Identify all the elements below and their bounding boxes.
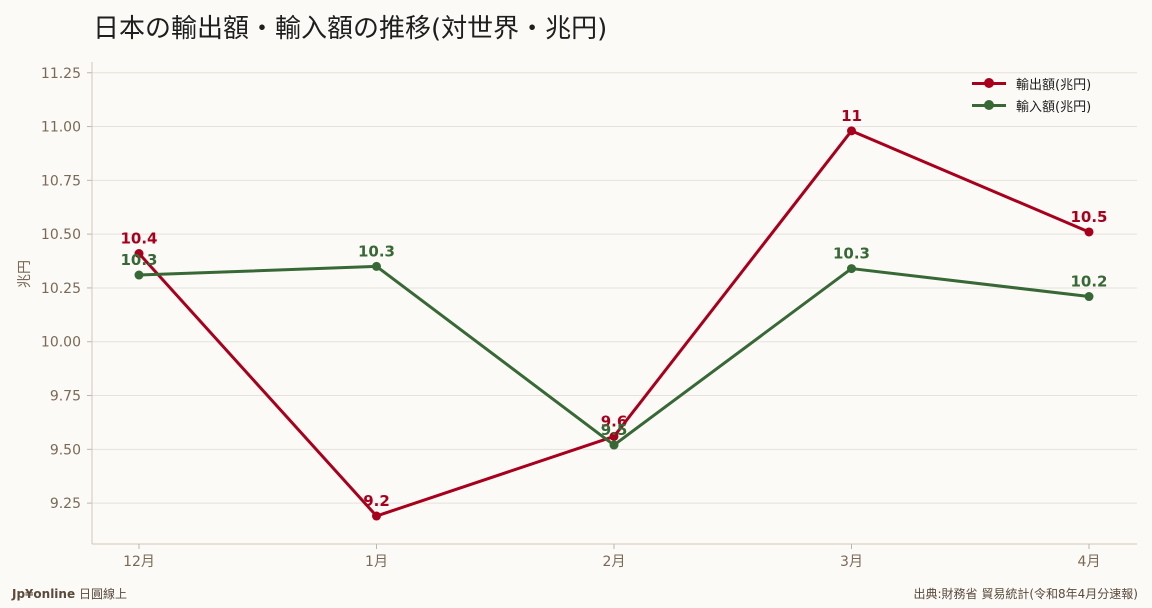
y-tick-label-3: 10.00 bbox=[41, 335, 81, 351]
data-point-s1-2 bbox=[609, 440, 619, 450]
data-label-s0-1: 9.2 bbox=[363, 492, 390, 510]
data-point-s0-3 bbox=[847, 126, 856, 136]
data-label-s1-3: 10.3 bbox=[833, 245, 870, 263]
footer-brand: Jp¥online 日圓線上 bbox=[12, 585, 127, 602]
y-tick-label-8: 11.25 bbox=[41, 66, 81, 82]
legend-item-export: 輸出額(兆円) bbox=[972, 72, 1091, 94]
footer-source: 出典:財務省 貿易統計(令和8年4月分速報) bbox=[913, 587, 1139, 601]
data-label-s0-4: 10.5 bbox=[1070, 208, 1107, 226]
y-tick-label-7: 11.00 bbox=[41, 120, 81, 136]
data-label-s1-2: 9.5 bbox=[601, 421, 628, 439]
legend-label-export: 輸出額(兆円) bbox=[1016, 77, 1092, 93]
y-tick-label-6: 10.75 bbox=[41, 173, 81, 189]
axes bbox=[91, 62, 1137, 545]
y-tick-label-1: 9.50 bbox=[50, 442, 81, 458]
chart-title: 日本の輸出額・輸入額の推移(対世界・兆円) bbox=[93, 14, 608, 44]
x-tick-label-1: 1月 bbox=[365, 554, 388, 570]
x-tick-label-2: 2月 bbox=[603, 554, 626, 570]
data-labels: 10.4 9.2 9.6 11 10.5 10.3 10.3 9.5 10.3 10.2 bbox=[120, 107, 1107, 510]
data-point-s1-3 bbox=[847, 264, 856, 274]
legend-swatch-import bbox=[972, 98, 1006, 112]
y-tick-label-4: 10.25 bbox=[41, 281, 81, 297]
data-label-s1-4: 10.2 bbox=[1070, 273, 1107, 291]
y-tick-labels: 9.25 9.50 9.75 10.00 10.25 10.50 10.75 11.00 11.… bbox=[41, 66, 81, 512]
legend: 輸出額(兆円) 輸入額(兆円) bbox=[972, 72, 1091, 116]
data-label-s0-2: 9.6 bbox=[601, 412, 628, 430]
brand-name: Jp¥online bbox=[12, 587, 76, 601]
series-layer bbox=[134, 126, 1094, 521]
x-tick-label-3: 3月 bbox=[840, 554, 863, 570]
legend-item-import: 輸入額(兆円) bbox=[972, 94, 1091, 116]
data-label-s1-0: 10.3 bbox=[120, 251, 157, 269]
brand-subtitle: 日圓線上 bbox=[78, 587, 127, 601]
data-point-s1-0 bbox=[134, 270, 144, 280]
data-label-s0-3: 11 bbox=[841, 107, 862, 125]
data-point-s0-1 bbox=[372, 511, 381, 521]
data-point-s0-4 bbox=[1084, 227, 1094, 237]
data-point-s0-0 bbox=[134, 249, 144, 259]
y-tick-label-0: 9.25 bbox=[50, 496, 81, 512]
data-point-s1-4 bbox=[1084, 292, 1094, 302]
x-tick-label-4: 4月 bbox=[1078, 554, 1101, 570]
y-axis-label: 兆円 bbox=[17, 260, 33, 288]
legend-label-import: 輸入額(兆円) bbox=[1016, 99, 1092, 115]
x-tick-label-0: 12月 bbox=[123, 554, 155, 570]
data-point-s0-2 bbox=[609, 431, 619, 441]
series-line-0 bbox=[137, 129, 1090, 518]
x-tick-labels: 12月 1月 2月 3月 4月 bbox=[123, 544, 1100, 570]
y-tick-label-2: 9.75 bbox=[50, 389, 81, 405]
legend-swatch-export bbox=[972, 76, 1006, 90]
data-label-s0-0: 10.4 bbox=[120, 230, 157, 248]
data-point-s1-1 bbox=[372, 261, 381, 271]
data-label-s1-1: 10.3 bbox=[358, 242, 395, 260]
y-tick-label-5: 10.50 bbox=[41, 227, 81, 243]
